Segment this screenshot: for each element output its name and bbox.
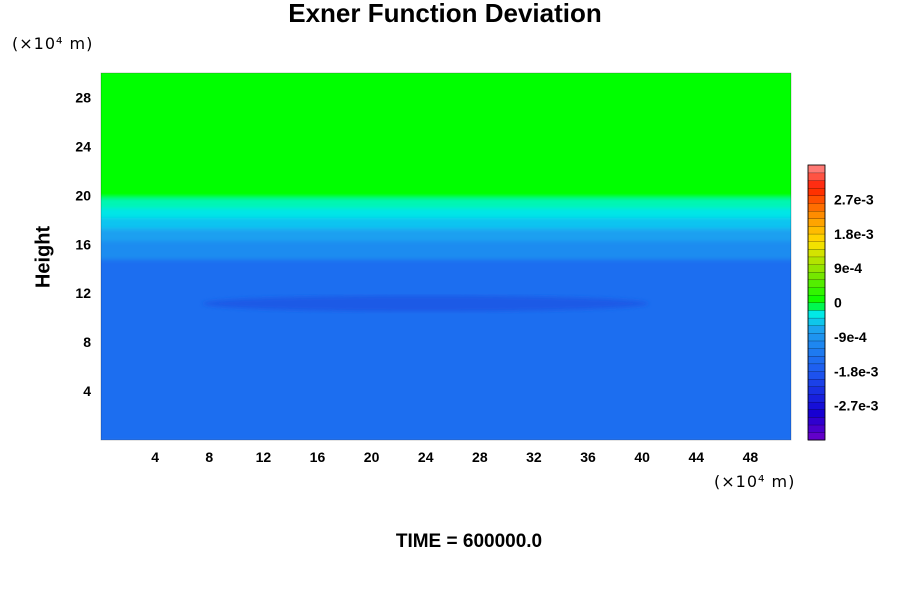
colorbar-swatch — [807, 355, 826, 365]
colorbar-swatch — [807, 432, 826, 441]
colorbar-swatch — [807, 271, 826, 281]
time-footer: TIME = 600000.0 — [395, 531, 543, 552]
colorbar-swatch — [807, 317, 826, 326]
y-axis-ticks: 4 8 12 16 20 24 28 — [75, 89, 91, 399]
colorbar-swatch — [807, 363, 826, 372]
colorbar-swatch — [807, 287, 826, 296]
y-tick-label: 24 — [75, 138, 91, 154]
x-tick-label: 20 — [364, 449, 380, 465]
y-tick-label: 8 — [83, 334, 91, 350]
chart-title: Exner Function Deviation — [288, 0, 602, 28]
x-tick-label: 48 — [743, 449, 759, 465]
colorbar-swatch — [807, 210, 826, 219]
colorbar-swatch — [807, 340, 826, 349]
contour-band — [101, 73, 791, 199]
colorbar-swatch — [807, 256, 826, 265]
contour-band — [101, 253, 791, 440]
x-tick-label: 12 — [256, 449, 272, 465]
colorbar-swatch — [807, 424, 826, 433]
colorbar-swatch — [807, 394, 826, 403]
colorbar-tick-label: 2.7e-3 — [834, 191, 874, 207]
colorbar-tick-label: 0 — [834, 295, 842, 311]
contour-bands — [101, 73, 791, 440]
x-tick-label: 8 — [205, 449, 213, 465]
colorbar-swatch — [807, 172, 826, 181]
plot-frame — [100, 72, 792, 441]
x-axis-ticks: 4 8 12 16 20 24 28 32 36 40 44 48 — [151, 449, 758, 465]
colorbar-swatch — [807, 294, 826, 303]
x-tick-label: 40 — [634, 449, 650, 465]
colorbar-swatch — [807, 401, 826, 410]
colorbar-swatch — [807, 164, 826, 174]
y-tick-label: 16 — [75, 236, 91, 252]
colorbar-tick-label: -2.7e-3 — [834, 398, 879, 414]
y-tick-label: 4 — [83, 383, 91, 399]
x-tick-label: 36 — [580, 449, 596, 465]
y-tick-label: 28 — [75, 89, 91, 105]
colorbar-swatch — [807, 378, 826, 387]
colorbar-swatch — [807, 233, 826, 242]
colorbar-swatch — [807, 386, 826, 395]
colorbar-swatch — [807, 348, 826, 357]
plot-area — [101, 73, 791, 440]
colorbar-swatch — [807, 248, 826, 258]
colorbar-swatch — [807, 187, 826, 196]
colorbar-swatch — [807, 310, 826, 319]
colorbar-tick-label: 1.8e-3 — [834, 226, 874, 242]
colorbar-frame — [807, 164, 826, 441]
x-tick-label: 32 — [526, 449, 542, 465]
colorbar-swatch — [807, 225, 826, 235]
colorbar-swatch — [807, 371, 826, 380]
colorbar-swatch — [807, 332, 826, 342]
colorbar: 2.7e-3 1.8e-3 9e-4 0 -9e-4 -1.8e-3 -2.7e-3 — [807, 164, 879, 441]
colorbar-swatch — [807, 279, 826, 288]
colorbar-swatch — [807, 409, 826, 418]
x-tick-label: 16 — [310, 449, 326, 465]
x-tick-label: 4 — [151, 449, 159, 465]
colorbar-swatch — [807, 416, 826, 426]
x-tick-label: 24 — [418, 449, 434, 465]
y-axis-unit: (×10⁴ m) — [12, 34, 94, 53]
colorbar-swatch — [807, 195, 826, 204]
x-tick-label: 44 — [689, 449, 705, 465]
colorbar-swatch — [807, 203, 826, 212]
x-tick-label: 28 — [472, 449, 488, 465]
y-tick-label: 12 — [75, 285, 91, 301]
colorbar-swatch — [807, 180, 826, 189]
x-axis-unit: (×10⁴ m) — [714, 472, 796, 491]
colorbar-tick-label: -1.8e-3 — [834, 363, 879, 379]
colorbar-tick-label: 9e-4 — [834, 260, 862, 276]
colorbar-swatch — [807, 218, 826, 227]
colorbar-tick-label: -9e-4 — [834, 329, 867, 345]
colorbar-swatch — [807, 302, 826, 311]
colorbar-swatch — [807, 325, 826, 334]
colorbar-swatch — [807, 264, 826, 273]
low-pressure-region — [202, 295, 649, 312]
colorbar-swatch — [807, 241, 826, 250]
y-tick-label: 20 — [75, 187, 91, 203]
